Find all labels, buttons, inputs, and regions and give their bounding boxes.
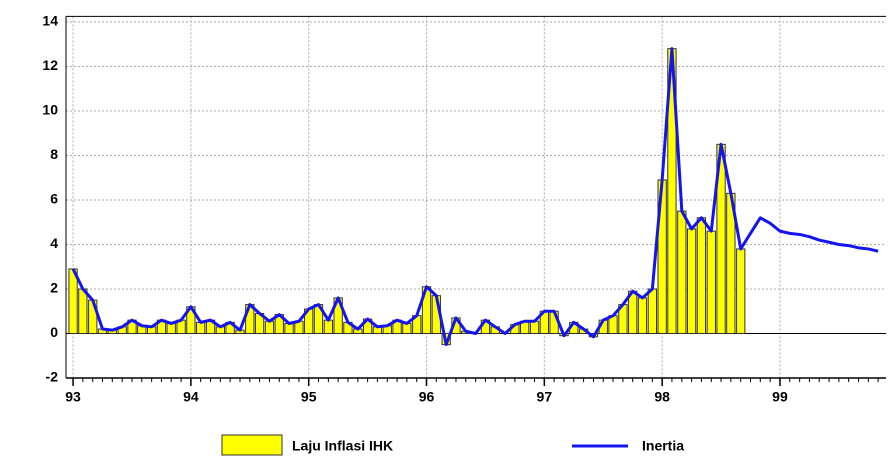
y-tick-label: 6 (50, 191, 58, 207)
legend-label: Laju Inflasi IHK (292, 438, 393, 454)
x-tick-label: 96 (419, 389, 435, 405)
legend-swatch (221, 434, 283, 456)
bar (68, 268, 78, 334)
bar (706, 230, 716, 334)
bar (166, 322, 176, 334)
y-tick-label: 14 (42, 13, 58, 29)
x-tick-label: 93 (65, 389, 81, 405)
y-tick-label: 2 (50, 280, 58, 296)
bar (284, 322, 294, 334)
legend-label: Inertia (642, 438, 684, 454)
x-tick-label: 99 (772, 389, 788, 405)
bar (264, 320, 275, 334)
y-tick-label: 4 (50, 235, 58, 251)
bar (736, 248, 746, 334)
y-tick-label: 12 (42, 57, 58, 73)
y-tick-label: -2 (46, 369, 59, 385)
x-tick-label: 95 (301, 389, 317, 405)
line (71, 47, 879, 347)
bar (196, 321, 206, 334)
bar (323, 319, 334, 334)
y-tick-label: 0 (50, 324, 58, 340)
x-tick-label: 97 (537, 389, 553, 405)
x-tick-label: 98 (654, 389, 670, 405)
x-tick-label: 94 (183, 389, 199, 405)
bar (529, 320, 540, 334)
bar (677, 210, 687, 334)
y-tick-label: 10 (42, 102, 58, 118)
y-tick-label: 8 (50, 146, 58, 162)
bar (402, 322, 412, 334)
bar (78, 288, 88, 334)
bar (637, 297, 648, 334)
bar (696, 217, 707, 334)
bar (647, 288, 658, 334)
bar (686, 228, 697, 334)
